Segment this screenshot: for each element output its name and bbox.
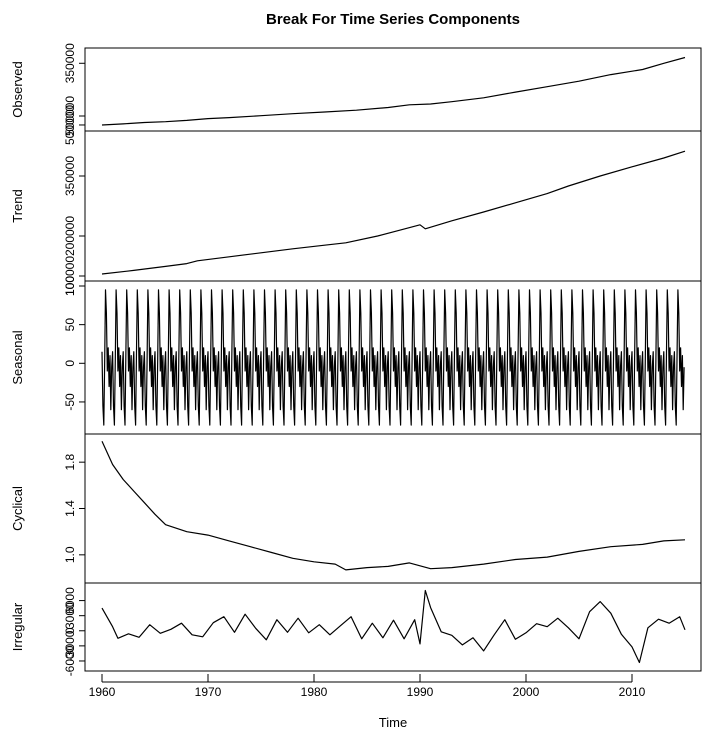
trend-y-tick-label: 350000 — [63, 156, 77, 196]
trend-y-tick-label: 500000 — [63, 96, 77, 136]
cyclical-y-tick-label: 1.8 — [63, 454, 77, 471]
x-tick-label: 2000 — [513, 685, 540, 699]
chart-title: Break For Time Series Components — [266, 11, 520, 28]
irregular-y-tick-label: -3000 — [63, 630, 77, 661]
observed-series-line — [101, 56, 686, 126]
trend-axis-label: Trend — [10, 189, 25, 222]
cyclical-panel-frame — [84, 433, 702, 584]
irregular-y-tick-label: -6000 — [63, 645, 77, 676]
observed-panel-frame — [84, 47, 702, 132]
irregular-y-tick-label: 6000 — [63, 587, 77, 614]
observed-axis-label: Observed — [10, 61, 25, 117]
seasonal-axis-label: Seasonal — [10, 330, 25, 384]
cyclical-y-tick-label: 1.4 — [63, 500, 77, 517]
trend-y-tick-label: 100000 — [63, 256, 77, 296]
trend-series-line — [101, 150, 686, 275]
cyclical-series-line — [101, 441, 686, 571]
x-axis-label: Time — [379, 715, 407, 730]
observed-y-tick-label: 500000 — [63, 105, 77, 145]
irregular-y-tick-label: 0 — [63, 627, 77, 634]
seasonal-series-line — [101, 289, 685, 426]
trend-panel-frame — [84, 130, 702, 282]
x-tick-label: 1970 — [195, 685, 222, 699]
x-tick-label: 1990 — [407, 685, 434, 699]
observed-panel: 500000 350000 Observed — [10, 43, 702, 145]
irregular-series-line — [101, 589, 686, 664]
seasonal-y-tick-label: 100 — [63, 276, 77, 296]
seasonal-y-tick-label: 0 — [63, 360, 77, 367]
trend-y-tick-label: 200000 — [63, 216, 77, 256]
observed-y-tick-label: 350000 — [63, 43, 77, 83]
cyclical-axis-label: Cyclical — [10, 486, 25, 531]
x-axis: 1960 1970 1980 1990 2000 2010 — [89, 674, 646, 699]
irregular-axis-label: Irregular — [10, 602, 25, 651]
irregular-y-tick-label: 3000 — [63, 602, 77, 629]
irregular-panel-frame — [84, 582, 702, 672]
x-tick-label: 1980 — [301, 685, 328, 699]
cyclical-panel: 1.0 1.4 1.8 Cyclical — [10, 433, 702, 584]
seasonal-y-tick-label: 50 — [63, 318, 77, 332]
chart-panels: 500000350000Observed10000020000035000050… — [10, 43, 702, 676]
x-tick-label: 1960 — [89, 685, 116, 699]
seasonal-y-tick-label: -50 — [63, 393, 77, 411]
cyclical-y-tick-label: 1.0 — [63, 546, 77, 563]
seasonal-panel: -50 0 50 100 Seasonal — [10, 276, 702, 435]
x-tick-label: 2010 — [619, 685, 646, 699]
